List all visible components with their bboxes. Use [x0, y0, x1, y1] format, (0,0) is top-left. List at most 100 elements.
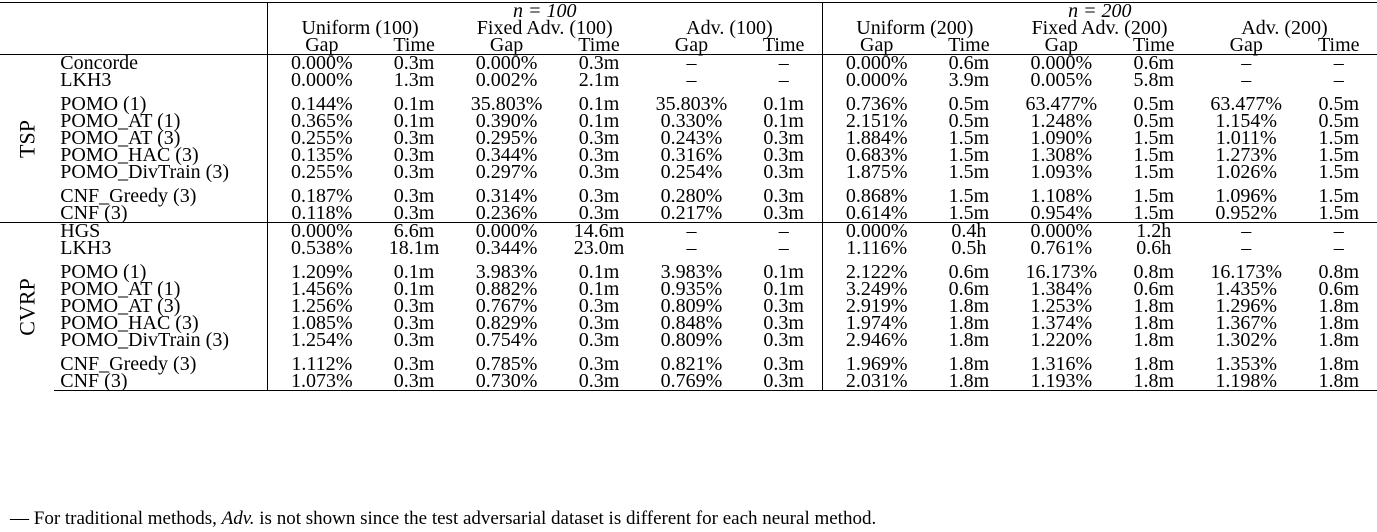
gap-value: 16.173%	[1025, 261, 1098, 283]
group-label: Adv. (100)	[686, 17, 773, 39]
time-value: 0.3m	[578, 161, 620, 183]
gap-value: 1.253%	[1030, 295, 1093, 317]
table-row: CVRP HGS 0.000% 6.6m 0.000% 14.6m – –0.000% 0.4h…	[0, 221, 1377, 391]
gap-header: Gap	[821, 35, 931, 55]
time-value: 1.8m	[948, 329, 990, 351]
block-spacer	[0, 181, 1377, 188]
time-value: 0.3m	[763, 144, 804, 166]
gap-value: 0.754%	[475, 329, 538, 351]
table-row: POMO_AT (1) 1.456% 0.1m 0.882% 0.1m 0.935% 0.1…	[0, 278, 1377, 300]
gap-value: 0.821%	[660, 353, 723, 375]
time-value: 1.8m	[1318, 329, 1360, 351]
time-value: 0.3m	[393, 295, 435, 317]
table-row: POMO_DivTrain (3) 0.255% 0.3m 0.297% 0.3m 0.2…	[0, 161, 1377, 183]
gap-value: 1.974%	[821, 313, 931, 333]
gap-value: 0.187%	[266, 186, 376, 206]
gap-value: 0.761%	[1030, 237, 1093, 259]
method-name: POMO (1)	[60, 93, 147, 115]
gap-value: –	[1191, 221, 1301, 241]
time-value: 1.5m	[1133, 202, 1175, 224]
gap-value: 0.280%	[660, 185, 723, 207]
time-value: 0.6m	[1115, 53, 1192, 73]
time-value: 0.1m	[578, 261, 620, 283]
domain-label: CVRP	[14, 278, 40, 336]
gap-value: 0.000%	[452, 53, 561, 73]
time-header: Time	[948, 34, 990, 56]
gap-value: 1.248%	[1030, 110, 1093, 132]
time-value: 0.6m	[948, 278, 990, 300]
time-value: 6.6m	[375, 221, 453, 241]
time-value: 1.5m	[1133, 161, 1175, 183]
gap-value: 0.255%	[266, 162, 376, 182]
table-row: POMO_DivTrain (3) 1.254% 0.3m 0.754% 0.3m 0.8…	[0, 329, 1377, 351]
method-name: POMO_AT (1)	[60, 278, 181, 300]
gap-value: 0.730%	[452, 371, 561, 391]
time-value: 1.8m	[1318, 295, 1360, 317]
header-row-groups: Uniform (100) Fixed Adv. (100) Adv. (100…	[0, 17, 1377, 39]
gap-value: 0.736%	[821, 94, 931, 114]
gap-value: 1.193%	[1007, 371, 1116, 391]
time-value: 0.3m	[578, 312, 620, 334]
time-value: 1.5m	[1318, 185, 1360, 207]
time-value: –	[778, 237, 789, 259]
gap-value: 3.983%	[475, 261, 538, 283]
gap-value: 1.198%	[1191, 371, 1301, 391]
method-name: CNF (3)	[60, 202, 128, 224]
block-spacer	[0, 349, 1377, 356]
time-value: 1.8m	[1133, 329, 1175, 351]
time-value: 0.1m	[393, 110, 435, 132]
time-value: 0.3m	[578, 144, 620, 166]
gap-value: 0.954%	[1030, 202, 1093, 224]
footnote-text-post: is not shown since the test adversarial …	[254, 508, 877, 529]
gap-value: 35.803%	[470, 93, 543, 115]
gap-value: 1.256%	[266, 296, 376, 316]
gap-value: 0.000%	[821, 221, 931, 241]
time-value: 18.1m	[388, 237, 440, 259]
time-value: 1.8m	[1318, 312, 1360, 334]
gap-value: 0.314%	[475, 185, 538, 207]
time-value: 0.3m	[763, 353, 804, 375]
gap-value: –	[1241, 69, 1252, 91]
time-value: 0.1m	[393, 278, 435, 300]
method-name: LKH3	[60, 237, 112, 259]
gap-value: 1.085%	[266, 313, 376, 333]
table-footnote: — For traditional methods, Adv. is not s…	[10, 508, 876, 530]
time-value: 0.5m	[1318, 110, 1360, 132]
header-row-metrics: Gap Time Gap Time Gap Time Gap Time Gap …	[0, 34, 1377, 56]
gap-value: 0.217%	[660, 202, 723, 224]
gap-value: 0.785%	[475, 353, 538, 375]
method-name: POMO_DivTrain (3)	[60, 329, 229, 351]
gap-value: 1.220%	[1030, 329, 1093, 351]
gap-value: 1.073%	[266, 371, 376, 391]
time-value: 0.3m	[578, 353, 620, 375]
gap-value: –	[1241, 237, 1252, 259]
method-name: POMO_HAC (3)	[60, 312, 199, 334]
gap-value: 0.344%	[475, 237, 538, 259]
time-value: 0.8m	[1318, 261, 1360, 283]
gap-value: 1.884%	[821, 128, 931, 148]
gap-value: 2.122%	[821, 262, 931, 282]
table-row: LKH3 0.000% 1.3m 0.002% 2.1m – – 0.000% 3.9m 0.00…	[0, 69, 1377, 91]
gap-value: 0.614%	[821, 203, 931, 223]
time-value: 0.6m	[1318, 278, 1360, 300]
table-row: POMO (1) 1.209% 0.1m 3.983% 0.1m 3.983% 0.1m 2.…	[0, 261, 1377, 283]
time-value: 0.1m	[763, 278, 804, 300]
gap-value: –	[1191, 53, 1301, 73]
time-value: 1.2h	[1115, 221, 1192, 241]
gap-value: 0.767%	[475, 295, 538, 317]
gap-value: 1.969%	[821, 354, 931, 374]
time-value: 0.6m	[1133, 278, 1175, 300]
method-name: POMO_DivTrain (3)	[60, 161, 229, 183]
time-value: 1.8m	[948, 312, 990, 334]
method-name: LKH3	[60, 69, 112, 91]
gap-value: 2.946%	[821, 330, 931, 350]
time-value: 0.8m	[1133, 261, 1175, 283]
gap-value: 2.031%	[821, 371, 931, 391]
time-value: –	[1300, 221, 1377, 241]
results-table: n = 100 n = 200 Uniform (100) Fixed Adv.…	[0, 1, 1377, 391]
time-value: 0.6m	[930, 53, 1008, 73]
time-value: 0.3m	[578, 329, 620, 351]
time-value: 0.3m	[560, 53, 638, 73]
time-value: 0.1m	[578, 110, 620, 132]
domain-cell: TSP	[0, 54, 55, 223]
